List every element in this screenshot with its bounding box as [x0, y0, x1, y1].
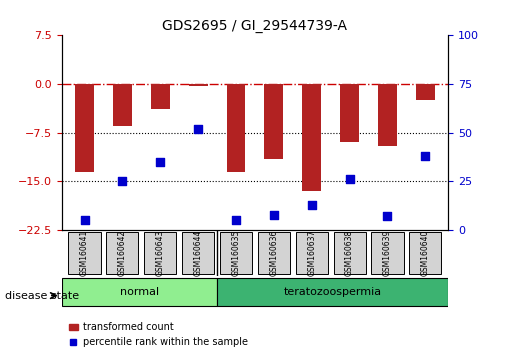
FancyBboxPatch shape [62, 278, 217, 306]
Text: GSM160641: GSM160641 [80, 230, 89, 276]
Legend: transformed count, percentile rank within the sample: transformed count, percentile rank withi… [66, 320, 250, 349]
Bar [340, 84, 359, 143]
FancyBboxPatch shape [258, 233, 290, 274]
Bar [416, 84, 435, 100]
Title: GDS2695 / GI_29544739-A: GDS2695 / GI_29544739-A [162, 19, 348, 33]
FancyBboxPatch shape [296, 233, 328, 274]
Text: disease state: disease state [5, 291, 79, 301]
Text: teratozoospermia: teratozoospermia [283, 287, 382, 297]
FancyBboxPatch shape [68, 233, 100, 274]
Point [80, 217, 89, 223]
Text: GSM160639: GSM160639 [383, 230, 392, 276]
FancyBboxPatch shape [220, 233, 252, 274]
Text: GSM160638: GSM160638 [345, 230, 354, 276]
Text: GSM160643: GSM160643 [156, 230, 165, 276]
Point [346, 177, 354, 182]
FancyBboxPatch shape [106, 233, 139, 274]
Point [383, 213, 391, 219]
FancyBboxPatch shape [371, 233, 404, 274]
Bar [188, 84, 208, 86]
FancyBboxPatch shape [182, 233, 214, 274]
Point [421, 153, 430, 159]
FancyBboxPatch shape [334, 233, 366, 274]
FancyBboxPatch shape [217, 278, 448, 306]
Point [270, 212, 278, 217]
Bar [151, 84, 170, 109]
Point [194, 126, 202, 132]
Point [232, 217, 240, 223]
Point [156, 159, 164, 165]
Text: GSM160640: GSM160640 [421, 230, 430, 276]
Bar [227, 84, 246, 172]
Text: GSM160644: GSM160644 [194, 230, 202, 276]
Text: GSM160635: GSM160635 [231, 230, 241, 276]
Text: GSM160642: GSM160642 [118, 230, 127, 276]
Bar [378, 84, 397, 146]
Text: normal: normal [120, 287, 159, 297]
FancyBboxPatch shape [409, 233, 441, 274]
Text: GSM160636: GSM160636 [269, 230, 279, 276]
Bar [75, 84, 94, 172]
Bar [302, 84, 321, 191]
Point [118, 178, 127, 184]
Bar [113, 84, 132, 126]
Bar [264, 84, 283, 159]
Text: GSM160637: GSM160637 [307, 230, 316, 276]
Point [307, 202, 316, 207]
FancyBboxPatch shape [144, 233, 176, 274]
